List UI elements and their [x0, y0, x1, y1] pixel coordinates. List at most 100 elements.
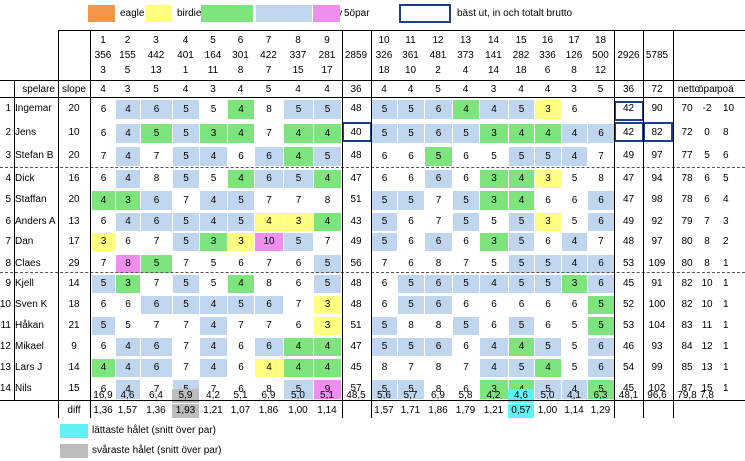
- score-cell: 6: [588, 275, 614, 293]
- score-cell: 5: [398, 191, 424, 210]
- score-cell: 6: [295, 278, 302, 289]
- score-cell: 5: [535, 147, 561, 166]
- score-netto: 78: [681, 172, 693, 184]
- score-netto: 84: [681, 340, 693, 352]
- score-cell: 8: [266, 278, 272, 289]
- score-cell: 3: [535, 213, 561, 231]
- score-cell: 5: [92, 275, 115, 293]
- score-total: 104: [648, 319, 666, 331]
- score-in: 46: [622, 340, 635, 352]
- player-rank: 11: [0, 319, 11, 331]
- grid-vertical: [342, 30, 343, 418]
- score-cell: 8: [435, 362, 442, 373]
- hole-number: 8: [295, 34, 301, 46]
- score-cell: 5: [571, 362, 578, 373]
- legend-par-swatch: [201, 5, 253, 22]
- score-cell: 6: [545, 320, 551, 331]
- legend-eagle-swatch: [88, 5, 115, 22]
- hole-number: 16: [541, 34, 554, 46]
- score-total: 90: [651, 103, 663, 114]
- score-cell: 8: [435, 258, 442, 269]
- score-cell: 7: [153, 383, 160, 395]
- score-netto: 70: [681, 103, 693, 114]
- score-cell: 6: [463, 150, 469, 162]
- score-cell: 8: [266, 383, 272, 395]
- par-out: 36: [350, 84, 362, 95]
- hole-average: 16,9: [93, 390, 113, 401]
- score-cell: 5: [284, 170, 313, 188]
- score-cell: 5: [210, 173, 217, 184]
- score-total: 94: [651, 172, 663, 184]
- hole-diff: 1,57: [374, 405, 394, 416]
- score-cell: 5: [210, 103, 217, 115]
- score-cell: 9: [314, 380, 341, 399]
- score-cell: 5: [509, 233, 534, 251]
- hole-length: 401: [177, 49, 194, 61]
- score-out: 57: [350, 383, 362, 394]
- score-opar: 11: [701, 319, 713, 331]
- score-cell: 6: [588, 338, 614, 356]
- score-cell: 4: [116, 170, 140, 188]
- in-length: 2926: [617, 49, 640, 61]
- score-cell: 8: [435, 320, 442, 331]
- player-slope: 15: [68, 383, 80, 394]
- score-cell: 5: [314, 100, 341, 119]
- hole-par: 4: [100, 84, 106, 95]
- hole-par: 4: [324, 84, 330, 95]
- hole-index: 6: [544, 64, 551, 76]
- legend-birdie-swatch: [145, 5, 172, 22]
- score-cell: 7: [183, 341, 189, 352]
- hole-par: 3: [571, 84, 577, 95]
- score-in: 45: [622, 277, 635, 289]
- player-rank: 1: [5, 103, 11, 114]
- score-cell: 4: [284, 147, 313, 166]
- legend-best-box: [399, 4, 451, 23]
- hole-length: 361: [402, 49, 419, 61]
- player-slope: 17: [68, 235, 80, 247]
- score-points: 1: [723, 361, 729, 373]
- hole-par: 5: [435, 84, 441, 95]
- score-cell: 4: [535, 359, 561, 377]
- score-in: 49: [622, 215, 635, 227]
- hole-par: 4: [518, 84, 524, 95]
- group-separator: [0, 167, 745, 168]
- score-cell: 6: [100, 383, 107, 395]
- score-cell: 7: [266, 127, 272, 139]
- score-out: 47: [350, 172, 362, 184]
- score-cell: 7: [153, 278, 160, 289]
- score-cell: 6: [141, 296, 172, 314]
- score-cell: 6: [588, 255, 614, 273]
- score-cell: 5: [509, 213, 534, 231]
- score-cell: 4: [509, 170, 534, 188]
- score-cell: 7: [266, 320, 272, 331]
- hole-length: 126: [565, 49, 583, 61]
- score-in: 53: [622, 319, 635, 331]
- player-slope: 16: [68, 172, 80, 184]
- score-cell: 7: [183, 362, 189, 373]
- score-cell: 6: [381, 150, 388, 162]
- player-name: Ingemar: [15, 103, 52, 114]
- score-cell: 4: [116, 338, 140, 356]
- hole-number: 13: [459, 34, 472, 46]
- score-cell: 5: [571, 341, 578, 352]
- score-in: 45: [622, 383, 635, 394]
- score-cell: 5: [535, 275, 561, 293]
- score-cell: 7: [598, 150, 604, 162]
- player-rank: 10: [0, 298, 11, 310]
- average-in: 48,1: [618, 390, 639, 401]
- average-opar: 7,8: [700, 390, 714, 401]
- score-cell: 4: [509, 191, 534, 210]
- score-cell: 3: [562, 275, 587, 293]
- score-cell: 6: [588, 191, 614, 210]
- hole-index: 13: [150, 64, 162, 76]
- score-cell: 5: [372, 191, 397, 210]
- player-rank: 14: [0, 383, 11, 394]
- score-cell: 5: [398, 296, 424, 314]
- hole-index: 18: [378, 64, 390, 76]
- player-rank: 8: [5, 257, 11, 269]
- score-cell: 5: [509, 359, 534, 377]
- score-total: 98: [651, 194, 663, 205]
- score-opar: 6: [704, 194, 710, 205]
- hole-par: 5: [597, 84, 604, 95]
- hole-average: 4,6: [508, 389, 534, 403]
